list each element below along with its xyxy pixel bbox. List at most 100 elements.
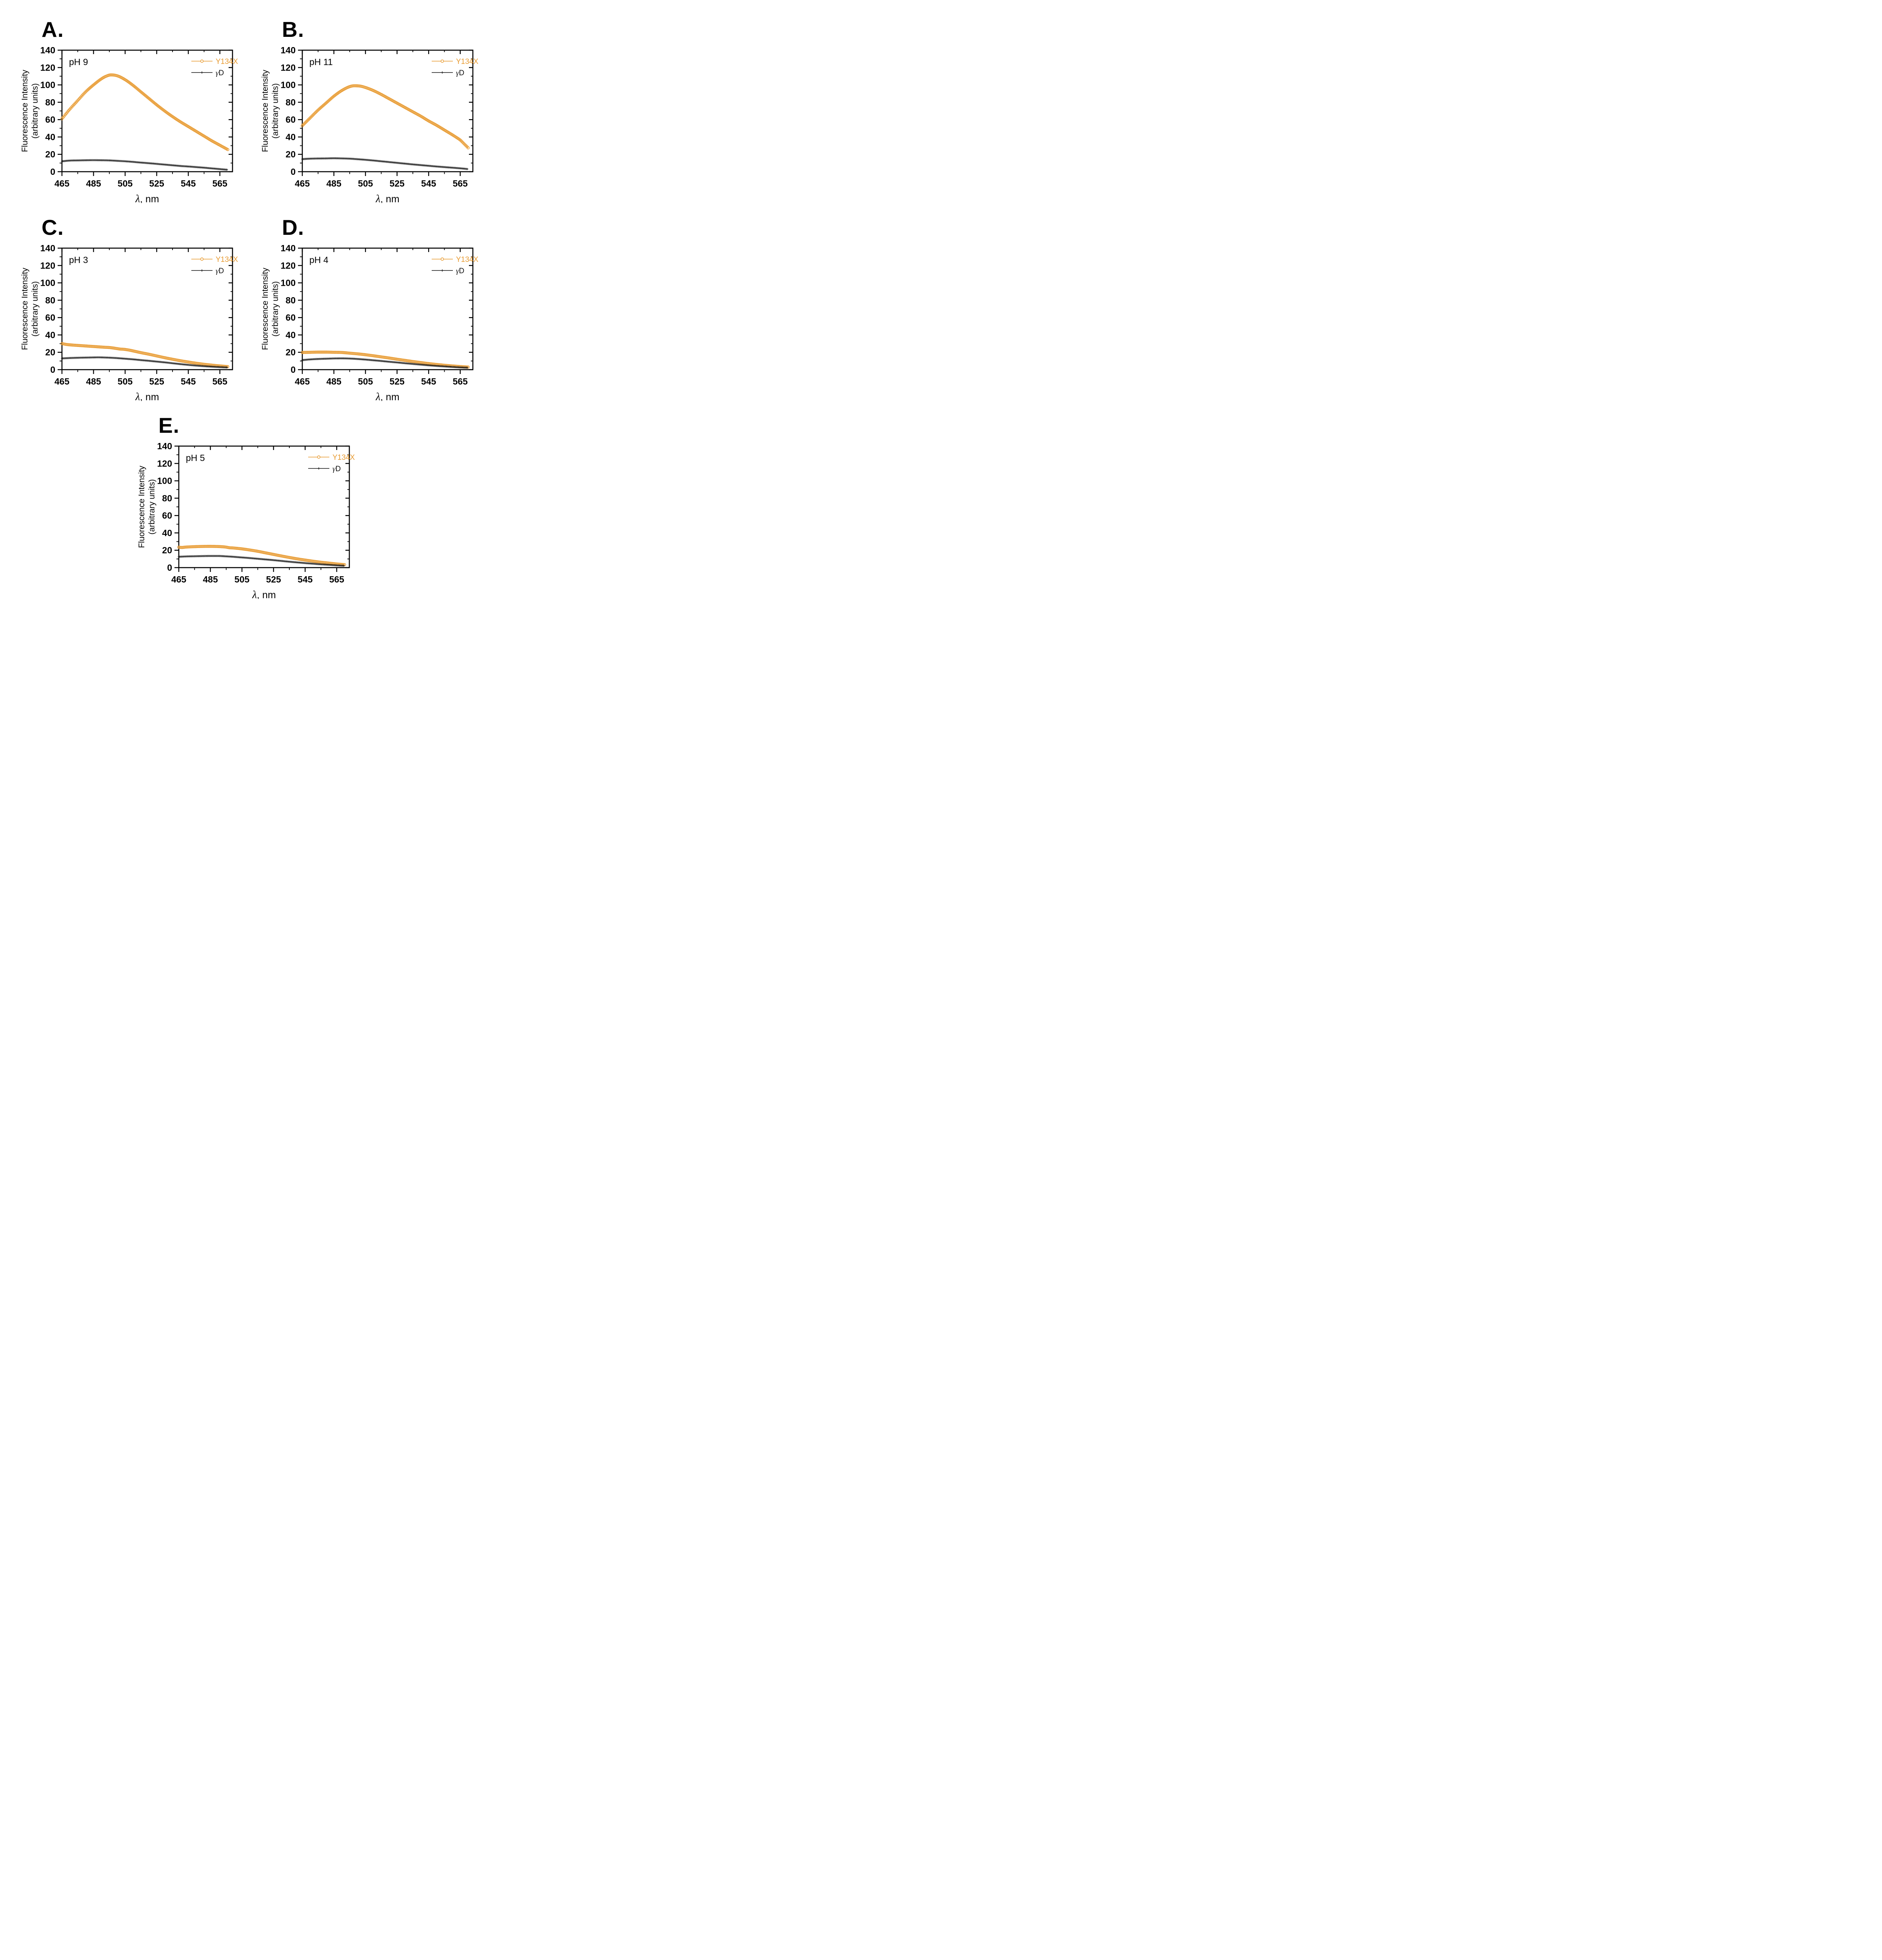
legend-label: γD [456, 267, 464, 275]
y-axis-title-line1: Fluorescence Intensity [20, 69, 29, 152]
legend-entry-gammaD: γD [191, 267, 224, 275]
legend: Y134X γD [432, 58, 478, 77]
legend-entry-Y134X: Y134X [191, 256, 238, 264]
x-tick-label: 465 [171, 574, 187, 584]
axis-ticks [174, 445, 349, 572]
y-tick-label: 140 [281, 46, 296, 55]
y-tick-label: 60 [285, 312, 296, 323]
panel-C: C. 465 485 505 525 545 565 0 20 40 60 80 100 120 140 p… [20, 214, 241, 401]
x-tick-label: 485 [203, 574, 218, 584]
series-Y134X [60, 342, 229, 368]
y-tick-label: 80 [45, 97, 55, 107]
x-tick-label: 465 [54, 178, 70, 189]
legend-entry-gammaD: γD [432, 69, 464, 77]
series-Y134X [177, 544, 346, 566]
axis-minor-ticks [300, 248, 473, 372]
x-tick-label: 485 [86, 376, 101, 387]
panel-D: D. 465 485 505 525 545 565 0 20 40 60 80 100 120 140 p… [260, 214, 481, 401]
x-tick-label: 505 [118, 178, 133, 189]
axis-box [61, 247, 233, 370]
legend-label: Y134X [332, 454, 355, 462]
series-Y134X [301, 350, 470, 369]
y-axis-title-line2: (arbitrary units) [31, 83, 40, 138]
legend-circle-marker-icon [200, 59, 204, 63]
x-tick-label: 545 [298, 574, 313, 584]
series-gammaD [301, 357, 469, 369]
legend-circle-marker-icon [200, 257, 204, 261]
x-tick-label: 545 [181, 178, 196, 189]
y-tick-label: 100 [157, 476, 172, 486]
y-tick-label: 60 [285, 114, 296, 125]
legend-circle-marker-icon [440, 59, 444, 63]
y-tick-label: 40 [45, 132, 55, 142]
legend-entry-Y134X: Y134X [432, 256, 478, 264]
legend: Y134X γD [308, 454, 355, 473]
legend-label: Y134X [216, 256, 238, 264]
x-tick-label: 485 [326, 178, 342, 189]
y-tick-label: 100 [281, 80, 296, 90]
y-tick-label: 120 [281, 260, 296, 270]
x-tick-label: 525 [389, 178, 405, 189]
y-tick-label: 40 [285, 330, 296, 340]
axis-minor-ticks [176, 446, 349, 570]
y-tick-label: 140 [40, 244, 55, 253]
x-tick-label: 545 [421, 178, 436, 189]
legend-circle-marker-icon [440, 257, 444, 261]
legend-entry-gammaD: γD [308, 465, 341, 473]
x-tick-label: 525 [389, 376, 405, 387]
legend-entry-gammaD: γD [432, 267, 464, 275]
y-tick-label: 100 [40, 80, 55, 90]
series-gammaD [61, 159, 228, 171]
y-axis-title-line2: (arbitrary units) [147, 479, 156, 534]
x-axis-title: λ, nm [252, 589, 276, 599]
x-tick-label: 485 [326, 376, 342, 387]
y-tick-label: 20 [45, 149, 55, 160]
panel-B-letter: B. [282, 17, 304, 42]
y-tick-label: 120 [157, 458, 172, 468]
legend: Y134X γD [191, 58, 238, 77]
axis-ticks [58, 247, 233, 374]
y-axis-title-line1: Fluorescence Intensity [137, 465, 146, 548]
x-tick-label: 505 [358, 376, 373, 387]
x-tick-label: 565 [453, 178, 468, 189]
panel-C-letter: C. [42, 215, 64, 240]
y-tick-label: 80 [45, 295, 55, 305]
panel-D-letter: D. [282, 215, 304, 240]
panel-B: B. 465 485 505 525 545 565 0 20 40 60 80 100 120 140 p… [260, 16, 481, 203]
axis-minor-ticks [60, 50, 233, 174]
y-tick-label: 40 [162, 528, 172, 538]
chart-ph5: 465 485 505 525 545 565 0 20 40 60 80 100 120 140 pH 5… [137, 442, 355, 599]
y-tick-label: 120 [281, 62, 296, 73]
ph-condition-label: pH 9 [69, 57, 88, 67]
legend-label: Y134X [216, 58, 238, 66]
legend-plus-marker-icon [318, 467, 320, 470]
figure-canvas: { "figure_title": "Fluorescence spectra … [0, 0, 502, 617]
ph-condition-label: pH 5 [186, 453, 205, 463]
y-axis-title-line1: Fluorescence Intensity [20, 267, 29, 350]
chart-ph9: 465 485 505 525 545 565 0 20 40 60 80 100 120 140 pH 9… [20, 46, 238, 203]
x-tick-label: 465 [54, 376, 70, 387]
y-axis-title-line2: (arbitrary units) [271, 83, 280, 138]
x-tick-label: 465 [295, 178, 310, 189]
y-tick-label: 20 [45, 347, 55, 358]
legend-label: γD [216, 267, 224, 275]
x-tick-label: 545 [421, 376, 436, 387]
axis-minor-ticks [300, 50, 473, 174]
axis-box [302, 49, 474, 172]
legend: Y134X γD [432, 256, 478, 275]
y-tick-label: 40 [285, 132, 296, 142]
x-tick-label: 565 [453, 376, 468, 387]
y-tick-label: 0 [50, 167, 55, 177]
y-tick-label: 140 [281, 244, 296, 253]
x-axis-title: λ, nm [135, 391, 159, 401]
legend-entry-gammaD: γD [191, 69, 224, 77]
x-tick-label: 505 [118, 376, 133, 387]
x-tick-label: 565 [213, 376, 228, 387]
ph-condition-label: pH 11 [309, 57, 333, 67]
y-axis-title-line1: Fluorescence Intensity [261, 267, 270, 350]
legend-label: γD [456, 69, 464, 77]
x-tick-label: 505 [234, 574, 250, 584]
x-tick-label: 525 [149, 178, 164, 189]
y-tick-label: 40 [45, 330, 55, 340]
axis-ticks [58, 49, 233, 176]
